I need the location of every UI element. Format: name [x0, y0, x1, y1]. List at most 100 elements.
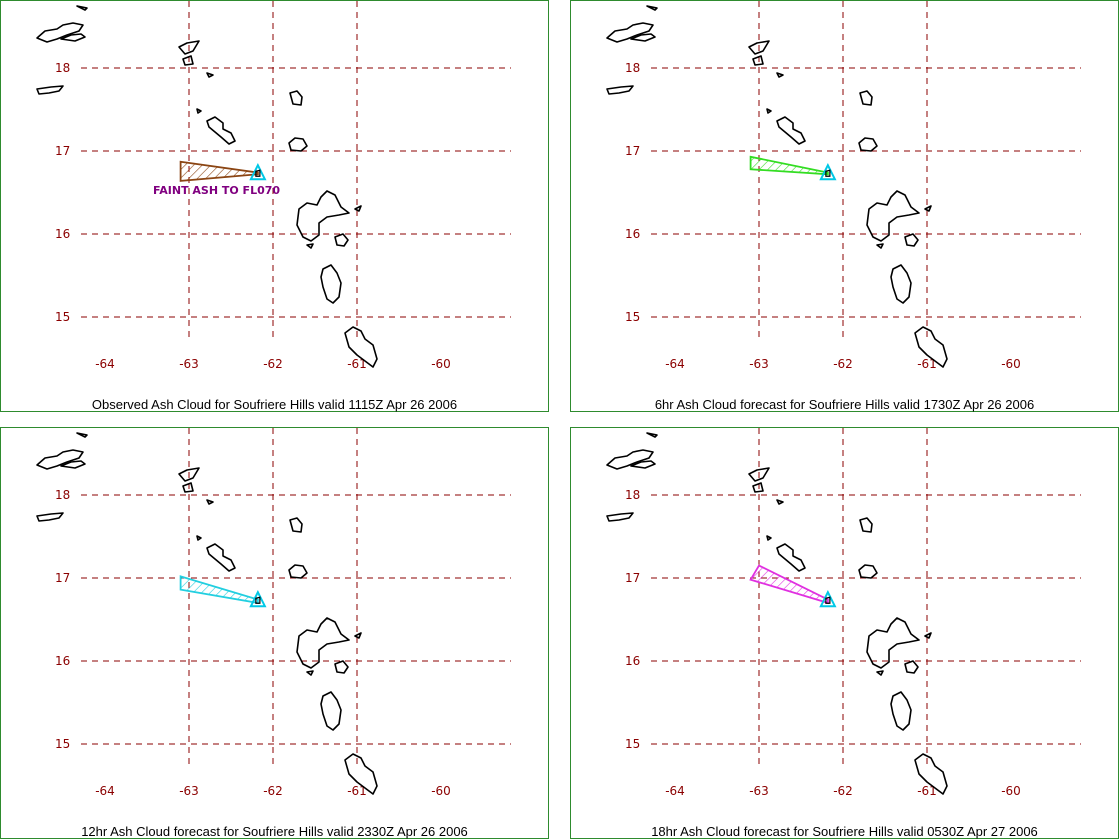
coast-anguilla	[178, 467, 200, 482]
coast-virgin-islands	[606, 449, 654, 470]
lat-tick-label: 16	[55, 227, 70, 241]
lon-tick-label: -63	[179, 357, 199, 371]
coast-guadeloupe	[296, 190, 350, 242]
coast-dominica	[890, 691, 912, 731]
coast-marie-galante	[904, 660, 919, 674]
ash-cloud-polygon	[179, 160, 259, 182]
ash-cloud-polygon	[179, 575, 259, 604]
coast-martinique	[344, 326, 378, 368]
lon-tick-label: -60	[431, 784, 451, 798]
coast-antigua	[288, 137, 308, 152]
coast-st-croix	[36, 512, 64, 522]
coast-small-isle	[76, 432, 88, 438]
ash-cloud-polygon	[749, 155, 829, 176]
coast-st-barth	[776, 72, 784, 78]
lat-tick-label: 17	[625, 144, 640, 158]
lat-tick-label: 16	[55, 654, 70, 668]
coast-small-isle	[646, 5, 658, 11]
coast-st-barth	[206, 72, 214, 78]
coast-st-croix	[36, 85, 64, 95]
coast-virgin-islands-2	[630, 460, 656, 469]
coast-virgin-islands-2	[60, 460, 86, 469]
coast-guadeloupe	[866, 190, 920, 242]
map-panel-6hr: -64 -63 -62 -61 -60 18 17 16 15 6hr Ash Cloud fo…	[570, 0, 1119, 412]
coast-barbuda	[289, 90, 303, 106]
lat-tick-label: 16	[625, 654, 640, 668]
coast-virgin-islands	[36, 22, 84, 43]
montserrat-island	[255, 596, 261, 604]
map-canvas: -64 -63 -62 -61 -60 18 17 16 15	[36, 428, 511, 798]
coast-saba	[196, 108, 202, 114]
coast-small-isle	[646, 432, 658, 438]
map-panel-18hr: -64 -63 -62 -61 -60 18 17 16 15 18hr Ash Cloud f…	[570, 427, 1119, 839]
coast-desirade	[354, 205, 362, 212]
panel-caption: 18hr Ash Cloud forecast for Soufriere Hi…	[651, 824, 1038, 839]
panel-caption: Observed Ash Cloud for Soufriere Hills v…	[91, 397, 458, 412]
lat-tick-label: 15	[55, 737, 70, 751]
graticule	[651, 1, 1081, 341]
coast-les-saintes	[876, 670, 884, 676]
lat-tick-label: 17	[55, 144, 70, 158]
coast-anguilla	[178, 40, 200, 55]
coast-anguilla	[748, 40, 770, 55]
lat-tick-label: 17	[625, 571, 640, 585]
coast-st-barth	[776, 499, 784, 505]
coast-saba	[196, 535, 202, 541]
lon-tick-label: -61	[347, 784, 367, 798]
coast-st-martin	[752, 55, 764, 66]
lon-tick-label: -61	[917, 784, 937, 798]
graticule	[81, 1, 511, 341]
map-canvas: -64 -63 -62 -61 -60 18 17 16 15	[606, 1, 1081, 371]
map-canvas: -64 -63 -62 -61 -60 18 17 16 15	[606, 428, 1081, 798]
coast-les-saintes	[306, 243, 314, 249]
coast-desirade	[924, 205, 932, 212]
lat-tick-label: 18	[55, 61, 70, 75]
coast-antigua	[858, 137, 878, 152]
lon-tick-label: -63	[749, 357, 769, 371]
lat-tick-label: 16	[625, 227, 640, 241]
coast-st-kitts	[206, 543, 236, 572]
graticule	[651, 428, 1081, 768]
lon-tick-label: -64	[665, 357, 685, 371]
coast-saba	[766, 535, 772, 541]
map-canvas: -64 -63 -62 -61 -60 18 17 16 15 FAINT ASH TO FL07…	[36, 1, 511, 371]
lon-tick-label: -63	[749, 784, 769, 798]
lon-tick-label: -61	[917, 357, 937, 371]
volcano-triangle-icon	[819, 163, 837, 181]
lon-tick-label: -64	[95, 357, 115, 371]
lat-tick-label: 17	[55, 571, 70, 585]
montserrat-island	[825, 596, 831, 604]
coast-anguilla	[748, 467, 770, 482]
coast-martinique	[914, 753, 948, 795]
coast-barbuda	[859, 517, 873, 533]
coast-guadeloupe	[866, 617, 920, 669]
ash-cloud-polygon	[749, 564, 829, 605]
coast-guadeloupe	[296, 617, 350, 669]
lon-tick-label: -64	[95, 784, 115, 798]
coast-les-saintes	[306, 670, 314, 676]
coast-st-martin	[752, 482, 764, 493]
coast-barbuda	[859, 90, 873, 106]
coast-marie-galante	[334, 233, 349, 247]
coast-virgin-islands-2	[60, 33, 86, 42]
coast-les-saintes	[876, 243, 884, 249]
coast-virgin-islands-2	[630, 33, 656, 42]
lat-tick-label: 18	[55, 488, 70, 502]
lon-tick-label: -62	[833, 784, 853, 798]
coast-st-martin	[182, 482, 194, 493]
coast-dominica	[890, 264, 912, 304]
coast-marie-galante	[904, 233, 919, 247]
coastlines	[36, 5, 378, 368]
coast-st-martin	[182, 55, 194, 66]
coastlines	[606, 432, 948, 795]
lon-tick-label: -62	[833, 357, 853, 371]
coast-st-kitts	[776, 543, 806, 572]
panel-caption: 6hr Ash Cloud forecast for Soufriere Hil…	[654, 397, 1035, 412]
lon-tick-label: -64	[665, 784, 685, 798]
coast-virgin-islands	[606, 22, 654, 43]
map-panel-observed: -64 -63 -62 -61 -60 18 17 16 15 FAINT ASH TO FL07…	[0, 0, 549, 412]
coast-desirade	[924, 632, 932, 639]
montserrat-island	[825, 169, 831, 177]
lon-tick-label: -60	[1001, 784, 1021, 798]
coast-st-kitts	[776, 116, 806, 145]
